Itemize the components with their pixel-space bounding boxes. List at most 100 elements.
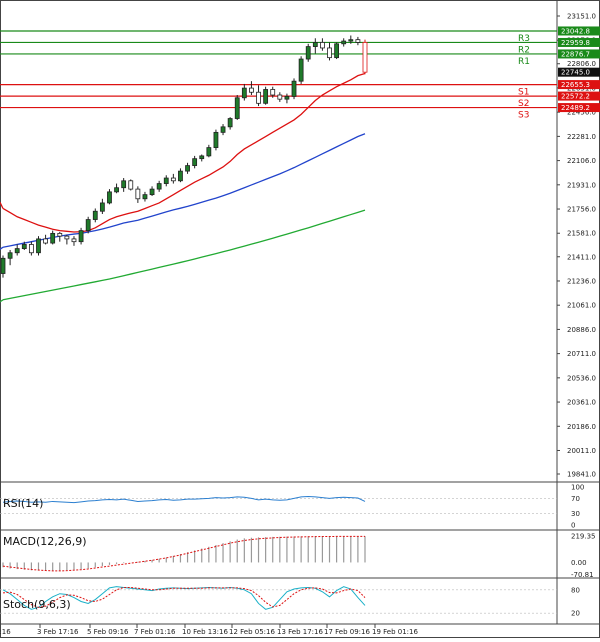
price-tick-label: 21411.0 [567,253,596,261]
candle [355,39,361,43]
price-tick-label: 21061.0 [567,302,596,310]
price-tick-label: 19841.0 [567,471,596,479]
candle [199,155,205,160]
candle [135,188,141,200]
price-tick-label: 20186.0 [567,423,596,431]
level-price-label: 22572.2 [561,93,590,101]
rsi-label: RSI(14) [3,497,43,510]
candle [114,187,119,193]
candle [270,89,276,96]
level-name-s1: S1 [518,88,529,98]
candle [0,257,6,274]
macd-tick-label: -70.81 [571,571,594,579]
price-tick-label: 22281.0 [567,133,596,141]
candle [99,202,105,212]
moving-average-line [0,299,4,303]
candle [156,183,162,190]
candle [320,42,325,49]
level-price-tag [558,26,600,36]
rsi-tick-label: 100 [571,484,584,492]
level-price-label: 23042.8 [561,27,590,35]
macd-label: MACD(12,26,9) [3,535,87,548]
time-tick-label: 3 Feb 17:16 [37,628,79,636]
level-name-s2: S2 [518,99,529,109]
level-price-label: 22489.2 [561,104,590,112]
price-tick-label: 20011.0 [567,447,596,455]
candle [7,252,13,259]
level-price-tag [558,80,600,90]
level-name-r2: R2 [518,45,530,55]
candle [78,230,84,243]
candle [249,87,254,93]
macd-signal-line [2,535,365,572]
candle [341,40,347,45]
time-tick-label: 5 Feb 09:16 [87,628,129,636]
candle [28,244,34,254]
moving-average-line [0,246,4,250]
time-tick-label: 13 Feb 17:16 [277,628,323,636]
macd-tick-label: 0.00 [571,559,587,567]
rsi-line [2,495,366,504]
candle [327,47,332,59]
candle [142,194,148,200]
candle [14,248,20,254]
candle [107,191,112,204]
moving-average-line [2,209,366,301]
price-tick-label: 20886.0 [567,326,596,334]
candle [220,126,226,133]
time-tick-label: 12 Feb 05:16 [229,628,275,636]
candle [57,232,63,237]
rsi-tick-label: 70 [571,495,580,503]
candle [85,219,91,232]
candle [227,118,233,128]
time-tick-label: 3:16 [0,628,11,636]
stoch-tick-label: 80 [571,586,580,594]
candle [348,39,354,42]
price-tick-label: 20361.0 [567,399,596,407]
price-tick-label: 21756.0 [567,206,596,214]
price-tick-label: 21581.0 [567,230,596,238]
candle [284,95,290,100]
candle [291,80,297,97]
level-price-tag [558,91,600,101]
time-tick-label: 7 Feb 01:16 [134,628,176,636]
time-tick-label: 10 Feb 13:16 [182,628,228,636]
candle [362,42,368,73]
level-name-r3: R3 [518,34,530,44]
macd-tick-label: 219.35 [571,533,596,541]
stoch-signal-line [2,586,366,608]
candle [241,87,247,99]
time-tick-label: 17 Feb 09:16 [324,628,370,636]
candle [43,238,48,244]
candle [206,147,212,157]
candle [213,131,219,148]
current-price-tag [558,67,600,77]
rsi-tick-label: 30 [571,510,580,518]
price-tick-label: 20711.0 [567,350,596,358]
candle [128,180,134,190]
level-name-r1: R1 [518,57,530,67]
candle [263,89,269,104]
candle [64,235,70,240]
level-price-label: 22655.3 [561,81,590,89]
price-tick-label: 21236.0 [567,277,596,285]
level-name-s3: S3 [518,111,529,121]
candle [312,42,318,47]
stoch-label: Stoch(9,6,3) [3,598,71,611]
candle [170,177,176,182]
rsi-tick-label: 0 [571,522,575,530]
candle [334,43,340,59]
candle [192,158,198,166]
candle [92,210,98,220]
moving-average-line [2,133,366,248]
candle [71,238,77,243]
candle [305,46,311,60]
candle [163,177,169,184]
level-price-tag [558,49,600,59]
price-tick-label: 21931.0 [567,181,596,189]
moving-average-line [0,201,4,209]
current-price-label: 22745.0 [561,69,590,77]
moving-average-line [2,72,366,233]
